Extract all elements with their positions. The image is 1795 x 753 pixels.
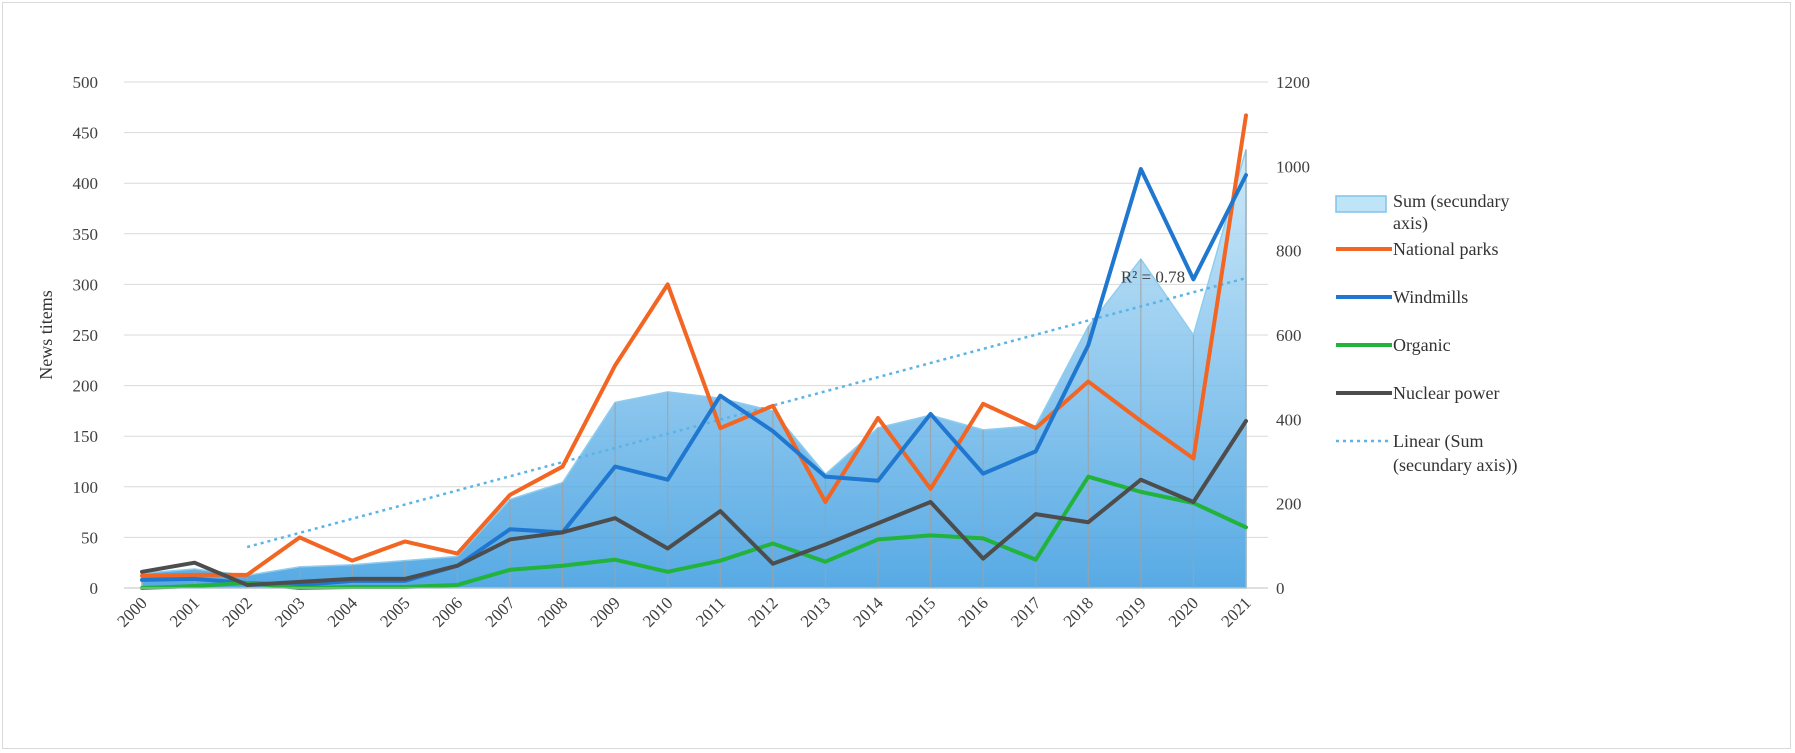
- x-tick-label: 2016: [954, 593, 991, 630]
- x-tick-label: 2021: [1217, 593, 1254, 630]
- y-tick-label: 100: [73, 478, 99, 497]
- legend-label-line: (secundary axis)): [1393, 455, 1517, 476]
- annotations: R² = 0.78: [1121, 267, 1185, 286]
- y-tick-label: 350: [73, 225, 99, 244]
- legend-label-national-parks: National parks: [1393, 239, 1498, 259]
- x-tick-label: 2002: [218, 593, 255, 630]
- x-tick-label: 2001: [166, 593, 203, 630]
- x-tick-label: 2014: [849, 593, 887, 631]
- x-tick-label: 2003: [271, 593, 308, 630]
- y-tick-label: 200: [73, 377, 99, 396]
- legend-swatch-sum: [1335, 195, 1387, 213]
- y2-tick-label: 1000: [1276, 157, 1310, 176]
- x-tick-label: 2004: [324, 593, 362, 631]
- x-tick-label: 2013: [797, 593, 834, 630]
- x-tick-label: 2006: [429, 593, 466, 630]
- legend-label-organic: Organic: [1393, 335, 1451, 355]
- y2-tick-label: 800: [1276, 242, 1302, 261]
- y2-tick-label: 0: [1276, 579, 1285, 598]
- x-tick-label: 2000: [113, 593, 150, 630]
- y-tick-label: 250: [73, 326, 99, 345]
- y2-tick-label: 600: [1276, 326, 1302, 345]
- legend-label-nuclear-power: Nuclear power: [1393, 383, 1499, 403]
- y-tick-label: 0: [90, 579, 99, 598]
- x-tick-label: 2020: [1165, 593, 1202, 630]
- series-line-national-parks: [140, 113, 1248, 578]
- x-tick-label: 2008: [534, 593, 571, 630]
- y2-tick-label: 200: [1276, 495, 1302, 514]
- legend: Sum (secundary axis) National parks Windmil…: [1335, 191, 1517, 476]
- y2-tick-label: 1200: [1276, 73, 1310, 92]
- y2-tick-label: 400: [1276, 410, 1302, 429]
- x-tick-label: 2011: [692, 593, 729, 630]
- x-tick-label: 2009: [586, 593, 623, 630]
- x-tick-label: 2017: [1007, 593, 1045, 631]
- y-tick-label: 300: [73, 275, 99, 294]
- series-line-nuclear-power: [140, 419, 1248, 587]
- legend-label-windmills: Windmills: [1393, 287, 1468, 307]
- x-tick-label: 2019: [1112, 593, 1149, 630]
- trendline-layer: [246, 276, 1247, 549]
- legend-label-line: axis): [1393, 213, 1428, 234]
- y-tick-label: 400: [73, 174, 99, 193]
- y-tick-label: 50: [81, 528, 98, 547]
- x-tick-label: 2018: [1060, 593, 1097, 630]
- y-tick-label: 500: [73, 73, 99, 92]
- x-tick-label: 2015: [902, 593, 939, 630]
- y-axis-title: News titems: [36, 290, 56, 380]
- legend-label-line: Linear (Sum: [1393, 431, 1483, 452]
- legend-label-sum: Sum (secundary axis): [1393, 191, 1509, 234]
- series-lines: [140, 113, 1248, 590]
- x-tick-label: 2010: [639, 593, 676, 630]
- trendline-sum: [246, 276, 1247, 549]
- x-tick-label: 2012: [744, 593, 781, 630]
- y-tick-label: 150: [73, 427, 99, 446]
- r-squared-label: R² = 0.78: [1121, 267, 1185, 286]
- legend-label-line: Sum (secundary: [1393, 191, 1509, 212]
- series-line-windmills: [140, 167, 1248, 587]
- y-tick-label: 450: [73, 124, 99, 143]
- x-tick-label: 2005: [376, 593, 413, 630]
- x-tick-label: 2007: [481, 593, 519, 631]
- legend-label-trendline: Linear (Sum (secundary axis)): [1393, 431, 1517, 476]
